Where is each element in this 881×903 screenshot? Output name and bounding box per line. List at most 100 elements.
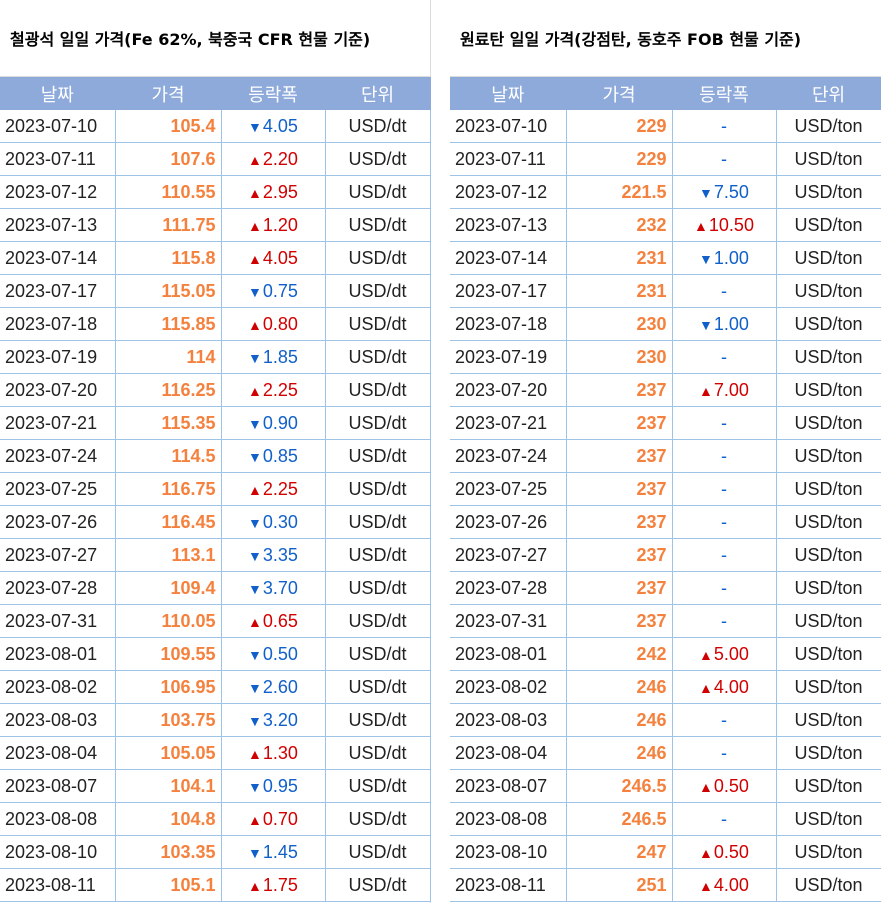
triangle-down-icon: ▼	[248, 778, 262, 795]
change-cell: ▲0.50	[672, 769, 777, 803]
unit-cell: USD/dt	[325, 670, 431, 704]
date-cell: 2023-07-28	[0, 571, 116, 605]
coking-coal-rows: 2023-07-10 229 - USD/ton 2023-07-11 229 - USD/t…	[450, 110, 881, 902]
unit-cell: USD/dt	[325, 307, 431, 341]
change-cell: ▼7.50	[672, 175, 777, 209]
unit-cell: USD/ton	[776, 406, 881, 440]
change-value: -	[721, 478, 727, 499]
table-row: 2023-07-19 114 ▼1.85 USD/dt	[0, 340, 431, 374]
unit-cell: USD/ton	[776, 142, 881, 176]
change-value: 1.75	[262, 874, 298, 895]
table-row: 2023-08-03 103.75 ▼3.20 USD/dt	[0, 703, 431, 737]
change-value: 1.00	[713, 247, 749, 268]
table-row: 2023-07-17 115.05 ▼0.75 USD/dt	[0, 274, 431, 308]
change-cell: ▲7.00	[672, 373, 777, 407]
change-value: 4.05	[262, 247, 298, 268]
change-value: -	[721, 544, 727, 565]
change-cell: ▲4.05	[221, 241, 326, 275]
change-cell: -	[672, 274, 777, 308]
unit-cell: USD/ton	[776, 340, 881, 374]
unit-cell: USD/ton	[776, 373, 881, 407]
date-cell: 2023-08-04	[450, 736, 567, 770]
price-cell: 114	[115, 340, 222, 374]
price-cell: 116.75	[115, 472, 222, 506]
iron-ore-header-row: 날짜 가격 등락폭 단위	[0, 77, 431, 110]
change-value: 0.50	[713, 841, 749, 862]
triangle-up-icon: ▲	[248, 250, 262, 267]
change-value: -	[721, 115, 727, 136]
triangle-up-icon: ▲	[248, 613, 262, 630]
change-value: 4.00	[713, 874, 749, 895]
price-cell: 103.75	[115, 703, 222, 737]
date-cell: 2023-08-10	[450, 835, 567, 869]
change-value: 4.05	[262, 115, 298, 136]
table-row: 2023-07-11 229 - USD/ton	[450, 142, 881, 176]
price-cell: 237	[566, 505, 673, 539]
date-cell: 2023-07-24	[450, 439, 567, 473]
price-cell: 107.6	[115, 142, 222, 176]
unit-cell: USD/ton	[776, 274, 881, 308]
unit-cell: USD/dt	[325, 736, 431, 770]
date-cell: 2023-08-03	[450, 703, 567, 737]
header-unit: 단위	[325, 77, 431, 110]
unit-cell: USD/ton	[776, 571, 881, 605]
coking-coal-title: 원료탄 일일 가격(강점탄, 동호주 FOB 현물 기준)	[450, 0, 881, 77]
table-row: 2023-07-24 237 - USD/ton	[450, 439, 881, 473]
table-row: 2023-07-12 110.55 ▲2.95 USD/dt	[0, 175, 431, 209]
table-row: 2023-07-28 109.4 ▼3.70 USD/dt	[0, 571, 431, 605]
change-value: -	[721, 280, 727, 301]
change-value: -	[721, 412, 727, 433]
triangle-up-icon: ▲	[699, 382, 713, 399]
table-row: 2023-07-31 237 - USD/ton	[450, 604, 881, 638]
unit-cell: USD/ton	[776, 637, 881, 671]
table-row: 2023-07-10 229 - USD/ton	[450, 110, 881, 143]
header-change: 등락폭	[221, 77, 326, 110]
change-cell: ▼0.50	[221, 637, 326, 671]
change-value: 2.25	[262, 379, 298, 400]
change-value: 2.60	[262, 676, 298, 697]
table-row: 2023-07-21 237 - USD/ton	[450, 406, 881, 440]
unit-cell: USD/dt	[325, 175, 431, 209]
table-row: 2023-07-25 237 - USD/ton	[450, 472, 881, 506]
price-cell: 116.25	[115, 373, 222, 407]
unit-cell: USD/ton	[776, 670, 881, 704]
change-cell: ▼1.00	[672, 241, 777, 275]
date-cell: 2023-08-02	[450, 670, 567, 704]
price-cell: 247	[566, 835, 673, 869]
change-cell: ▼0.30	[221, 505, 326, 539]
change-cell: ▼0.75	[221, 274, 326, 308]
table-row: 2023-07-20 237 ▲7.00 USD/ton	[450, 373, 881, 407]
date-cell: 2023-07-19	[450, 340, 567, 374]
date-cell: 2023-07-20	[0, 373, 116, 407]
price-cell: 115.85	[115, 307, 222, 341]
unit-cell: USD/dt	[325, 637, 431, 671]
change-cell: ▼0.90	[221, 406, 326, 440]
table-row: 2023-07-12 221.5 ▼7.50 USD/ton	[450, 175, 881, 209]
table-row: 2023-08-02 246 ▲4.00 USD/ton	[450, 670, 881, 704]
change-cell: ▲10.50	[672, 208, 777, 242]
triangle-down-icon: ▼	[699, 316, 713, 333]
price-cell: 116.45	[115, 505, 222, 539]
date-cell: 2023-08-02	[0, 670, 116, 704]
table-row: 2023-07-26 237 - USD/ton	[450, 505, 881, 539]
price-cell: 246	[566, 736, 673, 770]
unit-cell: USD/dt	[325, 538, 431, 572]
change-cell: ▼0.85	[221, 439, 326, 473]
date-cell: 2023-07-28	[450, 571, 567, 605]
change-cell: ▼1.45	[221, 835, 326, 869]
unit-cell: USD/ton	[776, 241, 881, 275]
price-cell: 103.35	[115, 835, 222, 869]
change-value: 1.30	[262, 742, 298, 763]
change-value: 4.00	[713, 676, 749, 697]
price-cell: 113.1	[115, 538, 222, 572]
table-row: 2023-08-10 103.35 ▼1.45 USD/dt	[0, 835, 431, 869]
change-cell: -	[672, 571, 777, 605]
unit-cell: USD/dt	[325, 703, 431, 737]
unit-cell: USD/dt	[325, 373, 431, 407]
coking-coal-table: 날짜 가격 등락폭 단위 2023-07-10 229- USD/ton 2023-0…	[450, 77, 881, 902]
change-cell: -	[672, 505, 777, 539]
unit-cell: USD/dt	[325, 274, 431, 308]
change-cell: -	[672, 340, 777, 374]
price-cell: 115.35	[115, 406, 222, 440]
table-row: 2023-07-27 237 - USD/ton	[450, 538, 881, 572]
